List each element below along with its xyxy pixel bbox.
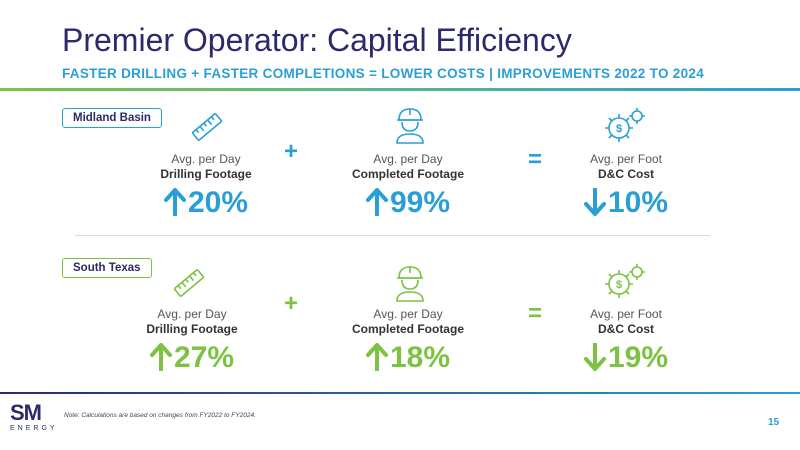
arrow-up-icon: [365, 188, 388, 217]
ruler-icon: [191, 113, 223, 141]
metric-value: 19%: [551, 341, 701, 375]
logo-sub-text: ENERGY: [10, 425, 58, 432]
metric-dc-cost: Avg. per Foot D&C Cost 10%: [551, 152, 701, 220]
metric-name: D&C Cost: [598, 322, 654, 336]
metric-label: Avg. per Day: [373, 307, 443, 321]
worker-hardhat-icon: [396, 108, 424, 144]
metric-name: Completed Footage: [351, 167, 464, 181]
metric-label: Avg. per Day: [373, 152, 443, 166]
metric-name: Drilling Footage: [160, 167, 252, 181]
metric-completed-footage: Avg. per Day Completed Footage 99%: [333, 152, 483, 220]
row-divider: [75, 235, 710, 236]
metric-name: Drilling Footage: [146, 322, 238, 336]
logo-main-text: SM: [10, 400, 42, 425]
footnote: Note: Calculations are based on changes …: [64, 412, 256, 419]
metric-label: Avg. per Day: [171, 152, 241, 166]
footer-divider: [0, 392, 800, 394]
arrow-up-icon: [163, 188, 186, 217]
equals-operator: =: [528, 146, 543, 173]
arrow-down-icon: [583, 187, 606, 216]
metric-label: Avg. per Foot: [590, 152, 662, 166]
region-tag-south-texas: South Texas: [62, 258, 152, 278]
header-divider: [0, 88, 800, 91]
region-tag-midland-basin: Midland Basin: [62, 108, 162, 128]
equals-operator: =: [528, 300, 543, 327]
plus-operator: +: [284, 290, 299, 317]
arrow-up-icon: [149, 343, 172, 372]
metric-value: 18%: [333, 341, 483, 375]
metric-value-text: 19%: [607, 341, 669, 374]
metric-value: 27%: [117, 341, 267, 375]
worker-hardhat-icon: [396, 266, 424, 302]
metric-dc-cost: Avg. per Foot D&C Cost 19%: [551, 307, 701, 375]
metric-value-text: 20%: [187, 186, 249, 219]
svg-text:$: $: [616, 123, 622, 135]
metric-value-text: 18%: [389, 341, 451, 374]
svg-text:$: $: [616, 279, 622, 291]
plus-operator: +: [284, 138, 299, 165]
metric-label: Avg. per Day: [157, 307, 227, 321]
arrow-down-icon: [583, 342, 606, 371]
page-subtitle: FASTER DRILLING + FASTER COMPLETIONS = L…: [62, 66, 705, 81]
metric-value: 20%: [131, 186, 281, 220]
metric-name: D&C Cost: [598, 167, 654, 181]
page-title: Premier Operator: Capital Efficiency: [62, 22, 572, 58]
metric-value-text: 27%: [173, 341, 235, 374]
arrow-up-icon: [365, 343, 388, 372]
metric-value: 99%: [333, 186, 483, 220]
metric-label: Avg. per Foot: [590, 307, 662, 321]
metric-value: 10%: [551, 186, 701, 220]
metric-drilling-footage: Avg. per Day Drilling Footage 27%: [117, 307, 267, 375]
sm-energy-logo: SM ENERGY: [10, 402, 58, 434]
metric-value-text: 10%: [607, 186, 669, 219]
gear-dollar-icon: $: [605, 108, 645, 142]
metric-name: Completed Footage: [351, 322, 464, 336]
ruler-icon: [173, 269, 205, 297]
metric-drilling-footage: Avg. per Day Drilling Footage 20%: [131, 152, 281, 220]
metric-value-text: 99%: [389, 186, 451, 219]
metric-completed-footage: Avg. per Day Completed Footage 18%: [333, 307, 483, 375]
gear-dollar-icon: $: [605, 264, 645, 298]
page-number: 15: [768, 417, 780, 428]
